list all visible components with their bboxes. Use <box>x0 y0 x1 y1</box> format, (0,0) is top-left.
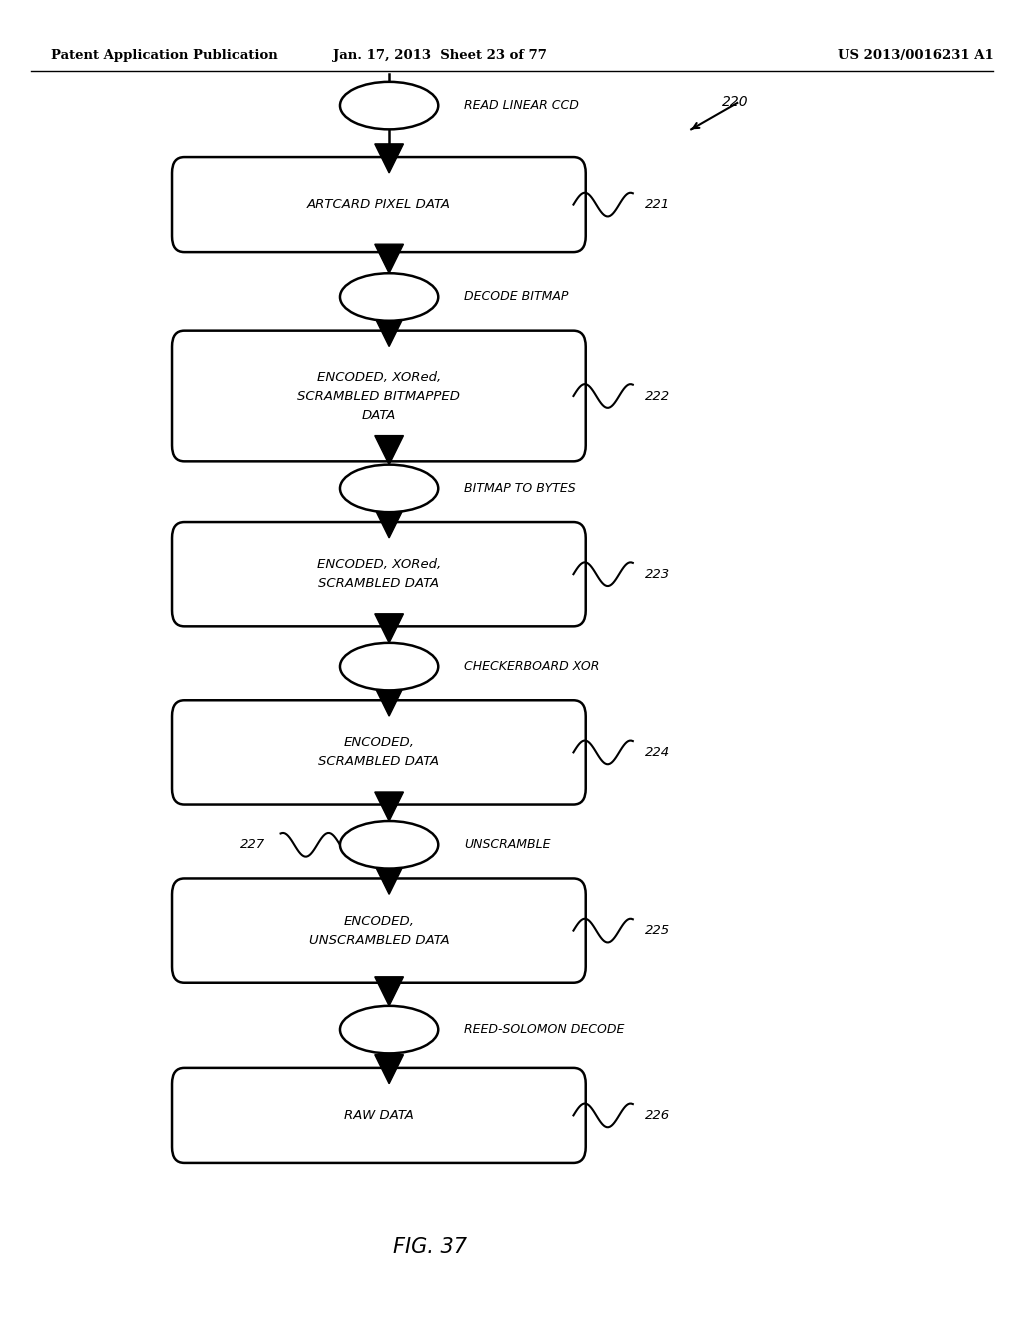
Ellipse shape <box>340 821 438 869</box>
Text: ARTCARD PIXEL DATA: ARTCARD PIXEL DATA <box>307 198 451 211</box>
Text: UNSCRAMBLE: UNSCRAMBLE <box>464 838 550 851</box>
Text: CHECKERBOARD XOR: CHECKERBOARD XOR <box>464 660 599 673</box>
Polygon shape <box>375 792 403 821</box>
Text: REED-SOLOMON DECODE: REED-SOLOMON DECODE <box>464 1023 625 1036</box>
Ellipse shape <box>340 273 438 321</box>
Text: 221: 221 <box>645 198 671 211</box>
Polygon shape <box>375 866 403 895</box>
Text: ENCODED,
SCRAMBLED DATA: ENCODED, SCRAMBLED DATA <box>318 737 439 768</box>
FancyBboxPatch shape <box>172 523 586 627</box>
Ellipse shape <box>340 82 438 129</box>
Ellipse shape <box>340 643 438 690</box>
Text: FIG. 37: FIG. 37 <box>393 1237 467 1258</box>
Polygon shape <box>375 1055 403 1084</box>
Text: US 2013/0016231 A1: US 2013/0016231 A1 <box>838 49 993 62</box>
Text: 227: 227 <box>240 838 265 851</box>
FancyBboxPatch shape <box>172 879 586 982</box>
Text: Patent Application Publication: Patent Application Publication <box>51 49 278 62</box>
Polygon shape <box>375 244 403 273</box>
Polygon shape <box>375 318 403 347</box>
Text: RAW DATA: RAW DATA <box>344 1109 414 1122</box>
FancyBboxPatch shape <box>172 157 586 252</box>
FancyBboxPatch shape <box>172 700 586 805</box>
Text: ENCODED, XORed,
SCRAMBLED BITMAPPED
DATA: ENCODED, XORed, SCRAMBLED BITMAPPED DATA <box>297 371 461 421</box>
Text: ENCODED,
UNSCRAMBLED DATA: ENCODED, UNSCRAMBLED DATA <box>308 915 450 946</box>
Polygon shape <box>375 614 403 643</box>
Polygon shape <box>375 977 403 1006</box>
Text: ENCODED, XORed,
SCRAMBLED DATA: ENCODED, XORed, SCRAMBLED DATA <box>316 558 441 590</box>
Text: Jan. 17, 2013  Sheet 23 of 77: Jan. 17, 2013 Sheet 23 of 77 <box>334 49 547 62</box>
Text: 225: 225 <box>645 924 671 937</box>
Ellipse shape <box>340 465 438 512</box>
Text: 224: 224 <box>645 746 671 759</box>
FancyBboxPatch shape <box>172 1068 586 1163</box>
Polygon shape <box>375 144 403 173</box>
Polygon shape <box>375 436 403 465</box>
Polygon shape <box>375 510 403 539</box>
Text: READ LINEAR CCD: READ LINEAR CCD <box>464 99 579 112</box>
Text: DECODE BITMAP: DECODE BITMAP <box>464 290 568 304</box>
Text: BITMAP TO BYTES: BITMAP TO BYTES <box>464 482 575 495</box>
Ellipse shape <box>340 1006 438 1053</box>
Text: 220: 220 <box>722 95 749 110</box>
Text: 222: 222 <box>645 389 671 403</box>
Text: 223: 223 <box>645 568 671 581</box>
Text: 226: 226 <box>645 1109 671 1122</box>
FancyBboxPatch shape <box>172 331 586 462</box>
Polygon shape <box>375 686 403 715</box>
